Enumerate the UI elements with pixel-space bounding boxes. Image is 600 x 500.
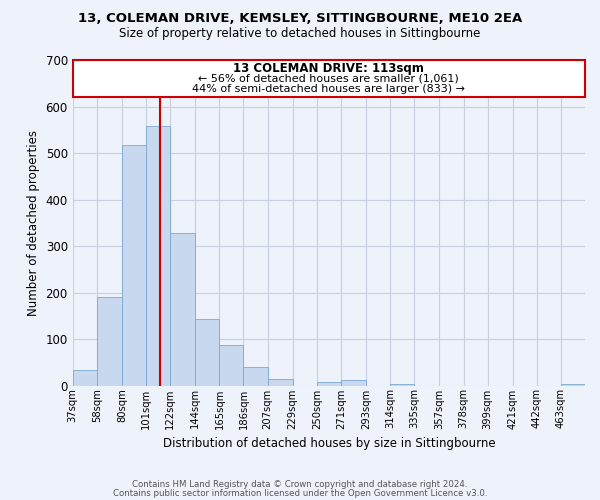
Bar bbox=[220, 345, 244, 386]
Bar bbox=[390, 384, 414, 386]
Bar bbox=[73, 370, 97, 386]
Text: Contains public sector information licensed under the Open Government Licence v3: Contains public sector information licen… bbox=[113, 488, 487, 498]
FancyBboxPatch shape bbox=[73, 60, 585, 97]
Bar bbox=[341, 380, 366, 386]
Bar bbox=[317, 382, 341, 386]
Bar bbox=[244, 367, 268, 386]
X-axis label: Distribution of detached houses by size in Sittingbourne: Distribution of detached houses by size … bbox=[163, 437, 495, 450]
Bar bbox=[146, 126, 170, 386]
Bar bbox=[97, 297, 122, 386]
Text: ← 56% of detached houses are smaller (1,061): ← 56% of detached houses are smaller (1,… bbox=[199, 74, 459, 84]
Text: 13 COLEMAN DRIVE: 113sqm: 13 COLEMAN DRIVE: 113sqm bbox=[233, 62, 424, 74]
Bar bbox=[122, 144, 146, 386]
Text: 44% of semi-detached houses are larger (833) →: 44% of semi-detached houses are larger (… bbox=[193, 84, 466, 94]
Bar bbox=[268, 380, 293, 386]
Text: 13, COLEMAN DRIVE, KEMSLEY, SITTINGBOURNE, ME10 2EA: 13, COLEMAN DRIVE, KEMSLEY, SITTINGBOURN… bbox=[78, 12, 522, 26]
Bar bbox=[196, 319, 220, 386]
Text: Size of property relative to detached houses in Sittingbourne: Size of property relative to detached ho… bbox=[119, 28, 481, 40]
Bar bbox=[170, 233, 196, 386]
Bar bbox=[561, 384, 585, 386]
Y-axis label: Number of detached properties: Number of detached properties bbox=[27, 130, 40, 316]
Text: Contains HM Land Registry data © Crown copyright and database right 2024.: Contains HM Land Registry data © Crown c… bbox=[132, 480, 468, 489]
